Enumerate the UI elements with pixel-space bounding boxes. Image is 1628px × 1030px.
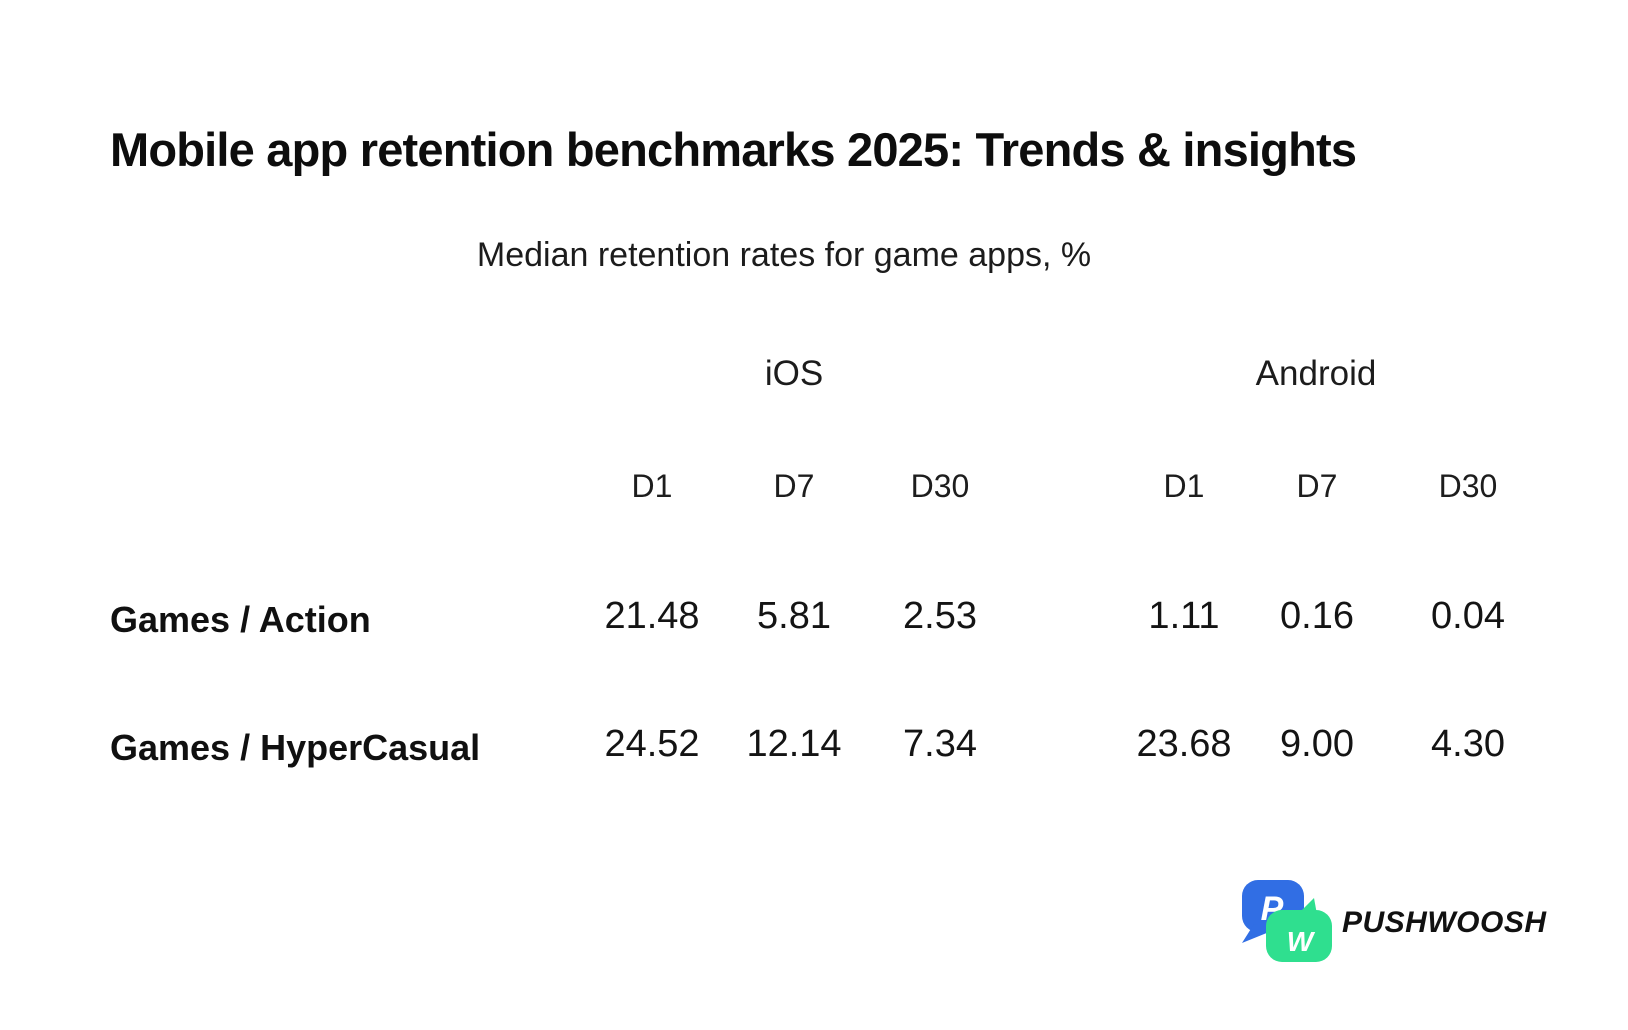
cell-hypercasual-ios-d30: 7.34	[903, 723, 977, 765]
row-label-games-hypercasual: Games / HyperCasual	[110, 727, 481, 768]
cell-hypercasual-ios-d7: 12.14	[746, 723, 842, 765]
cell-action-ios-d1: 21.48	[604, 595, 700, 637]
pushwoosh-logo-icon: P W	[1242, 880, 1332, 962]
cell-action-android-d30: 0.04	[1431, 595, 1505, 637]
column-header-android-d7: D7	[1296, 468, 1338, 504]
page-title: Mobile app retention benchmarks 2025: Tr…	[110, 123, 1357, 176]
pushwoosh-wordmark: PUSHWOOSH	[1342, 906, 1547, 939]
cell-action-android-d7: 0.16	[1280, 595, 1354, 637]
chart-subtitle: Median retention rates for game apps, %	[476, 236, 1092, 274]
platform-header-android: Android	[1255, 354, 1377, 393]
cell-hypercasual-android-d30: 4.30	[1431, 723, 1505, 765]
row-label-games-action: Games / Action	[110, 599, 371, 640]
column-header-android-d1: D1	[1163, 468, 1205, 504]
cell-action-android-d1: 1.11	[1148, 595, 1220, 637]
cell-action-ios-d7: 5.81	[757, 595, 831, 637]
logo-letter-w: W	[1287, 926, 1316, 957]
column-header-android-d30: D30	[1438, 468, 1498, 504]
cell-hypercasual-ios-d1: 24.52	[604, 723, 700, 765]
platform-header-ios: iOS	[764, 354, 824, 393]
column-header-ios-d7: D7	[773, 468, 815, 504]
cell-hypercasual-android-d1: 23.68	[1136, 723, 1232, 765]
column-header-ios-d30: D30	[910, 468, 970, 504]
cell-action-ios-d30: 2.53	[903, 595, 977, 637]
cell-hypercasual-android-d7: 9.00	[1280, 723, 1354, 765]
column-header-ios-d1: D1	[631, 468, 673, 504]
